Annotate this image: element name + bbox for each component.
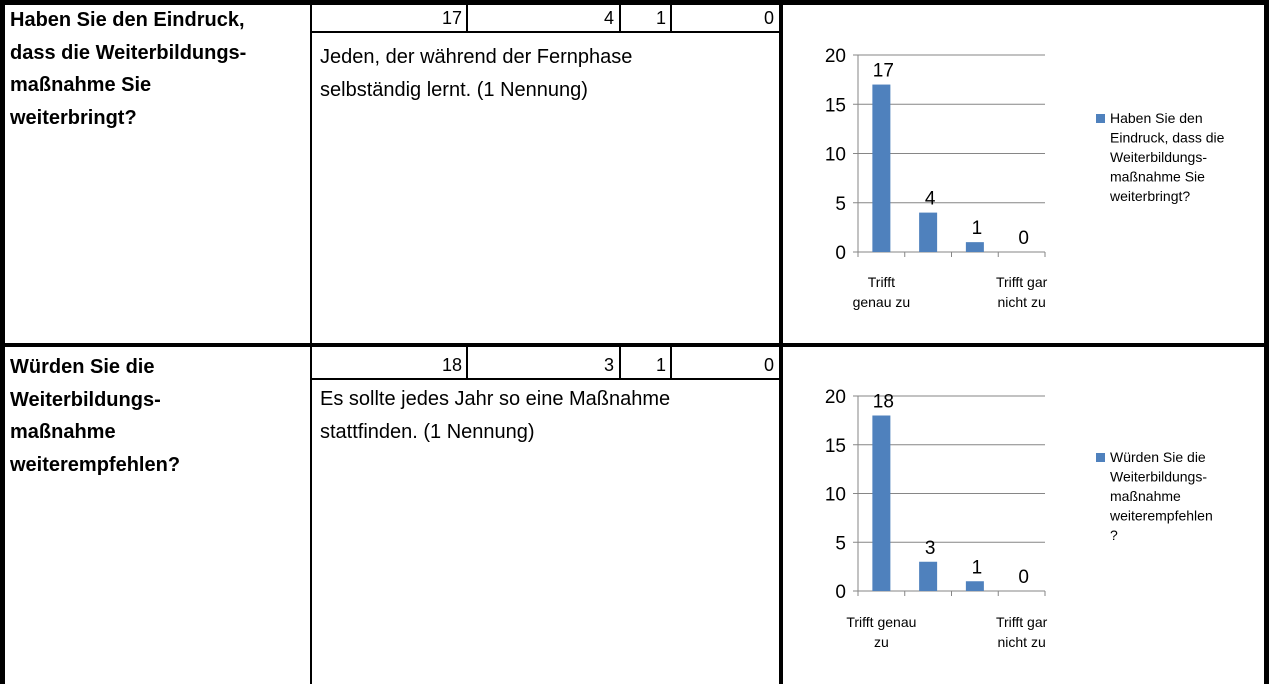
chart-bar (872, 415, 891, 591)
data-label: 1 (972, 218, 983, 239)
category-label: Trifft gar (996, 614, 1048, 630)
chart-bar (919, 561, 938, 591)
count-1-b: 4 (603, 8, 614, 28)
legend-label: weiterempfehlen (1109, 508, 1213, 524)
legend-label: Weiterbildungs- (1110, 149, 1207, 165)
count-sep-1b (619, 0, 621, 33)
question-1-line: maßnahme Sie (10, 74, 152, 96)
y-tick-label: 15 (825, 436, 846, 457)
table-border-comment-col (779, 0, 783, 684)
chart-bar (872, 84, 891, 252)
data-label: 17 (873, 61, 894, 82)
count-2-b: 3 (603, 355, 614, 375)
data-label: 18 (873, 392, 894, 413)
category-label: genau zu (853, 294, 911, 310)
legend-label: Eindruck, dass die (1110, 130, 1225, 146)
comment-1: Jeden, der während der Fernphase selbstä… (320, 41, 760, 106)
y-tick-label: 5 (835, 533, 846, 554)
table-border-row-divider (0, 343, 1269, 347)
question-1-line: Haben Sie den Eindruck, (10, 9, 245, 31)
data-label: 0 (1018, 567, 1029, 588)
count-1-a: 17 (441, 8, 462, 28)
y-tick-label: 20 (825, 387, 846, 408)
question-2-line: maßnahme (10, 421, 116, 443)
question-1-line: dass die Weiterbildungs- (10, 41, 247, 64)
legend-swatch (1096, 453, 1105, 462)
comment-1-line: Jeden, der während der Fernphase (320, 46, 633, 68)
data-label: 4 (925, 189, 936, 210)
count-sep-1a (466, 0, 468, 33)
count-sep-2b (619, 347, 621, 380)
y-tick-label: 0 (835, 582, 846, 603)
y-tick-label: 10 (825, 145, 846, 166)
comment-1-line: selbständig lernt. (1 Nennung) (320, 78, 588, 101)
count-2-a: 18 (441, 355, 462, 375)
legend-label: maßnahme (1110, 488, 1181, 504)
category-label: Trifft genau (846, 614, 916, 630)
question-2: Würden Sie die Weiterbildungs- maßnahme … (10, 351, 300, 481)
data-label: 3 (925, 538, 936, 559)
category-label: zu (874, 634, 889, 650)
data-label: 0 (1018, 228, 1029, 249)
legend-label: ? (1110, 527, 1118, 543)
category-label: nicht zu (998, 294, 1046, 310)
y-tick-label: 15 (825, 95, 846, 116)
y-tick-label: 20 (825, 46, 846, 67)
count-sep-2c (670, 347, 672, 380)
question-1: Haben Sie den Eindruck, dass die Weiterb… (10, 4, 300, 134)
chart-bar (965, 581, 984, 591)
count-2-c: 1 (655, 355, 666, 375)
legend-label: Weiterbildungs- (1110, 469, 1207, 485)
legend-label: Haben Sie den (1110, 110, 1203, 126)
category-label: Trifft (868, 274, 895, 290)
y-tick-label: 0 (835, 243, 846, 264)
data-label: 1 (972, 557, 983, 578)
question-2-line: weiterempfehlen? (10, 453, 181, 476)
legend-swatch (1096, 114, 1105, 123)
table-border-left (0, 0, 5, 684)
count-sep-1c (670, 0, 672, 33)
count-sep-2a (466, 347, 468, 380)
legend-label: maßnahme Sie (1110, 169, 1205, 185)
question-1-line: weiterbringt? (10, 106, 137, 129)
question-2-line: Weiterbildungs- (10, 388, 161, 411)
count-1-c: 1 (655, 8, 666, 28)
comment-2-line: Es sollte jedes Jahr so eine Maßnahme (320, 388, 671, 410)
chart-bar (965, 242, 984, 252)
counts-divider-1 (312, 31, 779, 33)
question-2-line: Würden Sie die (10, 356, 155, 378)
table-border-top (0, 0, 1269, 5)
y-tick-label: 10 (825, 485, 846, 506)
chart-bar (919, 212, 938, 252)
table-border-right (1264, 0, 1269, 684)
legend-label: Würden Sie die (1110, 449, 1206, 465)
table-border-question-col (310, 0, 312, 684)
count-1-d: 0 (763, 8, 774, 28)
comment-2-line: stattfinden. (1 Nennung) (320, 420, 535, 443)
count-2-d: 0 (763, 355, 774, 375)
comment-2: Es sollte jedes Jahr so eine Maßnahme st… (320, 383, 760, 448)
legend-label: weiterbringt? (1109, 188, 1190, 204)
y-tick-label: 5 (835, 194, 846, 215)
category-label: nicht zu (998, 634, 1046, 650)
counts-divider-2 (312, 378, 779, 380)
category-label: Trifft gar (996, 274, 1048, 290)
